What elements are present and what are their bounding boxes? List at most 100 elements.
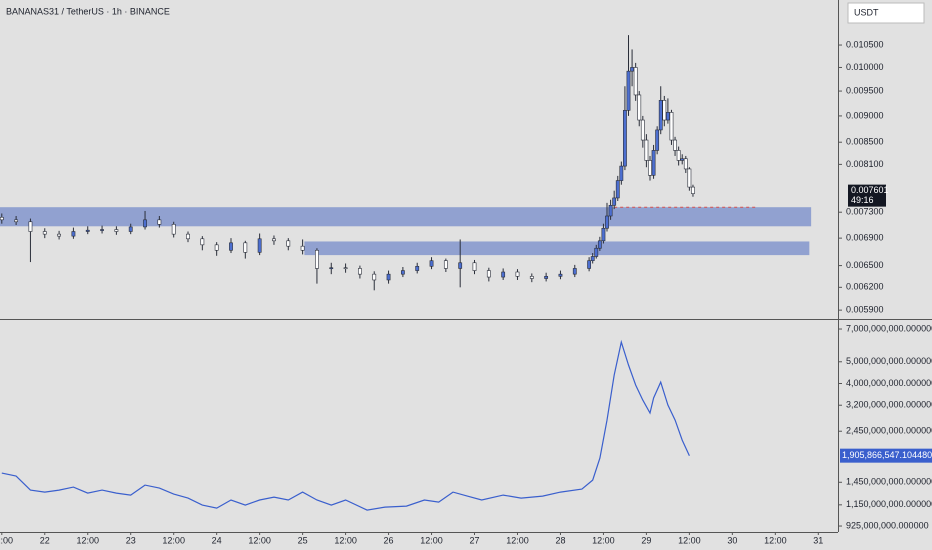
candle-body bbox=[594, 247, 599, 257]
y-tick-label: 0.009000 bbox=[846, 110, 884, 120]
x-tick-label: 12:00 bbox=[76, 535, 99, 545]
candle-body bbox=[590, 256, 595, 261]
candle-body bbox=[257, 238, 262, 253]
x-tick-label: 12:00 bbox=[334, 535, 357, 545]
x-tick-label: 23 bbox=[126, 535, 136, 545]
x-tick-label: 27 bbox=[470, 535, 480, 545]
x-tick-label: 24 bbox=[212, 535, 222, 545]
candle-body bbox=[386, 273, 391, 281]
candle-body bbox=[623, 110, 627, 167]
candle-body bbox=[286, 240, 291, 247]
candle-body bbox=[358, 268, 362, 275]
candle-body bbox=[658, 100, 663, 131]
candle-body bbox=[272, 238, 276, 242]
candle-body bbox=[343, 267, 348, 270]
candle-body bbox=[558, 273, 563, 277]
price-tag bbox=[848, 184, 886, 207]
candle-body bbox=[683, 158, 688, 170]
candle-body bbox=[608, 205, 613, 217]
candle-body bbox=[655, 129, 660, 151]
candle-body bbox=[400, 270, 405, 275]
countdown: 49:16 bbox=[851, 195, 874, 205]
candle-body bbox=[71, 231, 76, 237]
candle-body bbox=[243, 242, 248, 253]
x-tick-label: 12:00 bbox=[248, 535, 271, 545]
candle-body bbox=[157, 219, 162, 225]
candle-body bbox=[171, 224, 176, 235]
candle-body bbox=[186, 233, 190, 240]
candle-body bbox=[676, 150, 681, 161]
candle-body bbox=[687, 168, 692, 188]
y-tick-label: 2,450,000,000.000000 bbox=[846, 426, 932, 436]
y-tick-label: 5,000,000,000.000000 bbox=[846, 356, 932, 366]
candle-body bbox=[691, 186, 695, 194]
candle-body bbox=[14, 219, 19, 223]
y-tick-label: 0.010500 bbox=[846, 39, 884, 49]
candle-body bbox=[85, 229, 90, 232]
candle-body bbox=[200, 238, 205, 246]
x-tick-label: 22 bbox=[40, 535, 50, 545]
candle-body bbox=[587, 260, 592, 269]
candle-body bbox=[472, 262, 477, 271]
candle-body bbox=[673, 139, 677, 151]
candle-body bbox=[640, 119, 645, 141]
chart-title: BANANAS31 / TetherUS · 1h · BINANCE bbox=[6, 6, 170, 16]
value-tag bbox=[840, 448, 932, 463]
candle-body bbox=[572, 268, 577, 275]
candle-body bbox=[529, 276, 534, 279]
y-tick-label: 0.006500 bbox=[846, 260, 884, 270]
x-tick-label: 29 bbox=[641, 535, 651, 545]
x-tick-label: 12:00 bbox=[592, 535, 615, 545]
price-tag-label: 0.007601 bbox=[851, 185, 889, 195]
candle-body bbox=[28, 221, 33, 232]
y-tick-label: 925,000,000.000000 bbox=[846, 520, 929, 530]
x-tick-label: 30 bbox=[727, 535, 737, 545]
y-tick-label: 0.008500 bbox=[846, 137, 884, 147]
candle-body bbox=[0, 216, 4, 221]
candle-body bbox=[300, 245, 305, 251]
candle-body bbox=[615, 180, 620, 199]
candle-body bbox=[486, 270, 491, 278]
y-tick-label: 3,200,000,000.000000 bbox=[846, 400, 932, 410]
y-tick-label: 0.009500 bbox=[846, 85, 884, 95]
candle-body bbox=[648, 160, 652, 176]
candle-body bbox=[651, 150, 656, 176]
candle-body bbox=[114, 229, 119, 232]
x-tick-label: 12:00 bbox=[764, 535, 787, 545]
y-tick-label: 0.005900 bbox=[846, 305, 884, 315]
x-tick-label: 12:00 bbox=[506, 535, 529, 545]
x-tick-label: 26 bbox=[384, 535, 394, 545]
candle-body bbox=[630, 67, 634, 72]
candle-body bbox=[315, 249, 319, 269]
candle-body bbox=[612, 197, 617, 206]
x-tick-label: 12:00 bbox=[420, 535, 443, 545]
candle-body bbox=[669, 112, 674, 141]
candle-body bbox=[662, 100, 667, 121]
candle-body bbox=[619, 165, 624, 181]
currency-box[interactable] bbox=[847, 2, 925, 24]
value-tag-label: 1,905,866,547.104480 bbox=[842, 450, 932, 460]
x-tick-label: 28 bbox=[555, 535, 565, 545]
candle-body bbox=[42, 231, 47, 235]
candle-body bbox=[214, 244, 219, 251]
candle-body bbox=[665, 112, 670, 121]
y-tick-label: 4,000,000,000.000000 bbox=[846, 378, 932, 388]
candle-body bbox=[515, 271, 520, 277]
line-series bbox=[1, 339, 690, 511]
y-tick-label: 1,450,000,000.000000 bbox=[846, 477, 932, 487]
candle-body bbox=[372, 273, 377, 281]
x-tick-label: 31 bbox=[813, 535, 823, 545]
candle-body bbox=[143, 219, 147, 228]
candle-body bbox=[128, 226, 133, 232]
zone bbox=[304, 241, 810, 256]
candle-body bbox=[626, 70, 631, 111]
currency[interactable]: USDT bbox=[854, 7, 879, 17]
x-tick-label: 25 bbox=[298, 535, 308, 545]
y-tick-label: 0.006200 bbox=[846, 282, 884, 292]
candle-body bbox=[597, 240, 602, 249]
candle-body bbox=[329, 267, 334, 270]
candle-body bbox=[605, 215, 609, 229]
candle-body bbox=[415, 266, 420, 271]
y-tick-label: 0.007300 bbox=[846, 207, 884, 217]
